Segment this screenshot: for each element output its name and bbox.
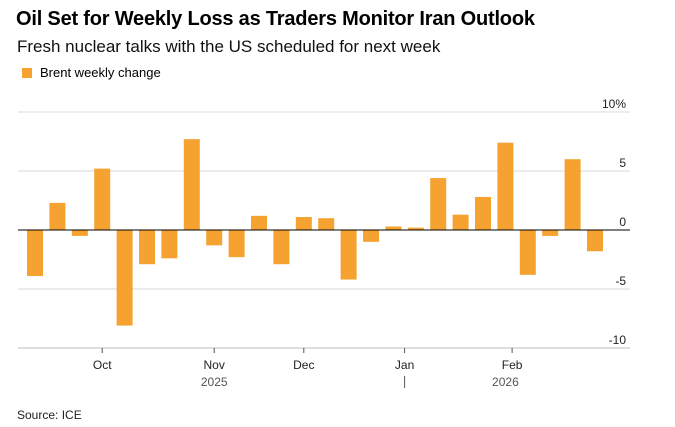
bar [206,230,223,246]
bar [430,178,447,230]
year-label: 2025 [201,375,228,389]
bar [587,230,603,252]
bar [183,139,200,230]
x-tick-label: Dec [293,358,314,372]
bar [116,230,133,326]
bar [363,230,379,242]
legend-label: Brent weekly change [40,65,161,80]
bar [407,227,424,230]
y-tick-label: -5 [615,274,626,288]
x-tick-label: Jan [395,358,414,372]
legend-swatch [22,67,32,78]
bar [139,230,155,265]
bar [318,218,335,230]
bar [542,230,559,236]
bar [161,230,178,259]
chart-subtitle: Fresh nuclear talks with the US schedule… [17,37,441,56]
bar [27,230,43,277]
legend: Brent weekly change [22,65,161,80]
x-tick-label: Oct [93,358,112,372]
y-tick-label: 0 [619,215,626,229]
bar [49,202,66,230]
bar [497,142,514,230]
bar [71,230,88,236]
bar [475,196,491,230]
bar [228,230,245,258]
bar [295,217,312,230]
year-label: 2026 [492,375,519,389]
y-tick-label: 5 [619,156,626,170]
bar [273,230,290,265]
bar [519,230,536,275]
chart-title: Oil Set for Weekly Loss as Traders Monit… [16,8,535,30]
bar [564,159,581,230]
x-tick-label: Nov [204,358,225,372]
bar [251,215,267,230]
source-note: Source: ICE [17,408,82,422]
bar [94,168,111,230]
y-tick-label: 10% [602,97,626,111]
bar [340,230,357,280]
bar [385,226,402,230]
bar [452,214,469,230]
x-tick-label: Feb [502,358,523,372]
y-tick-label: -10 [609,333,627,347]
